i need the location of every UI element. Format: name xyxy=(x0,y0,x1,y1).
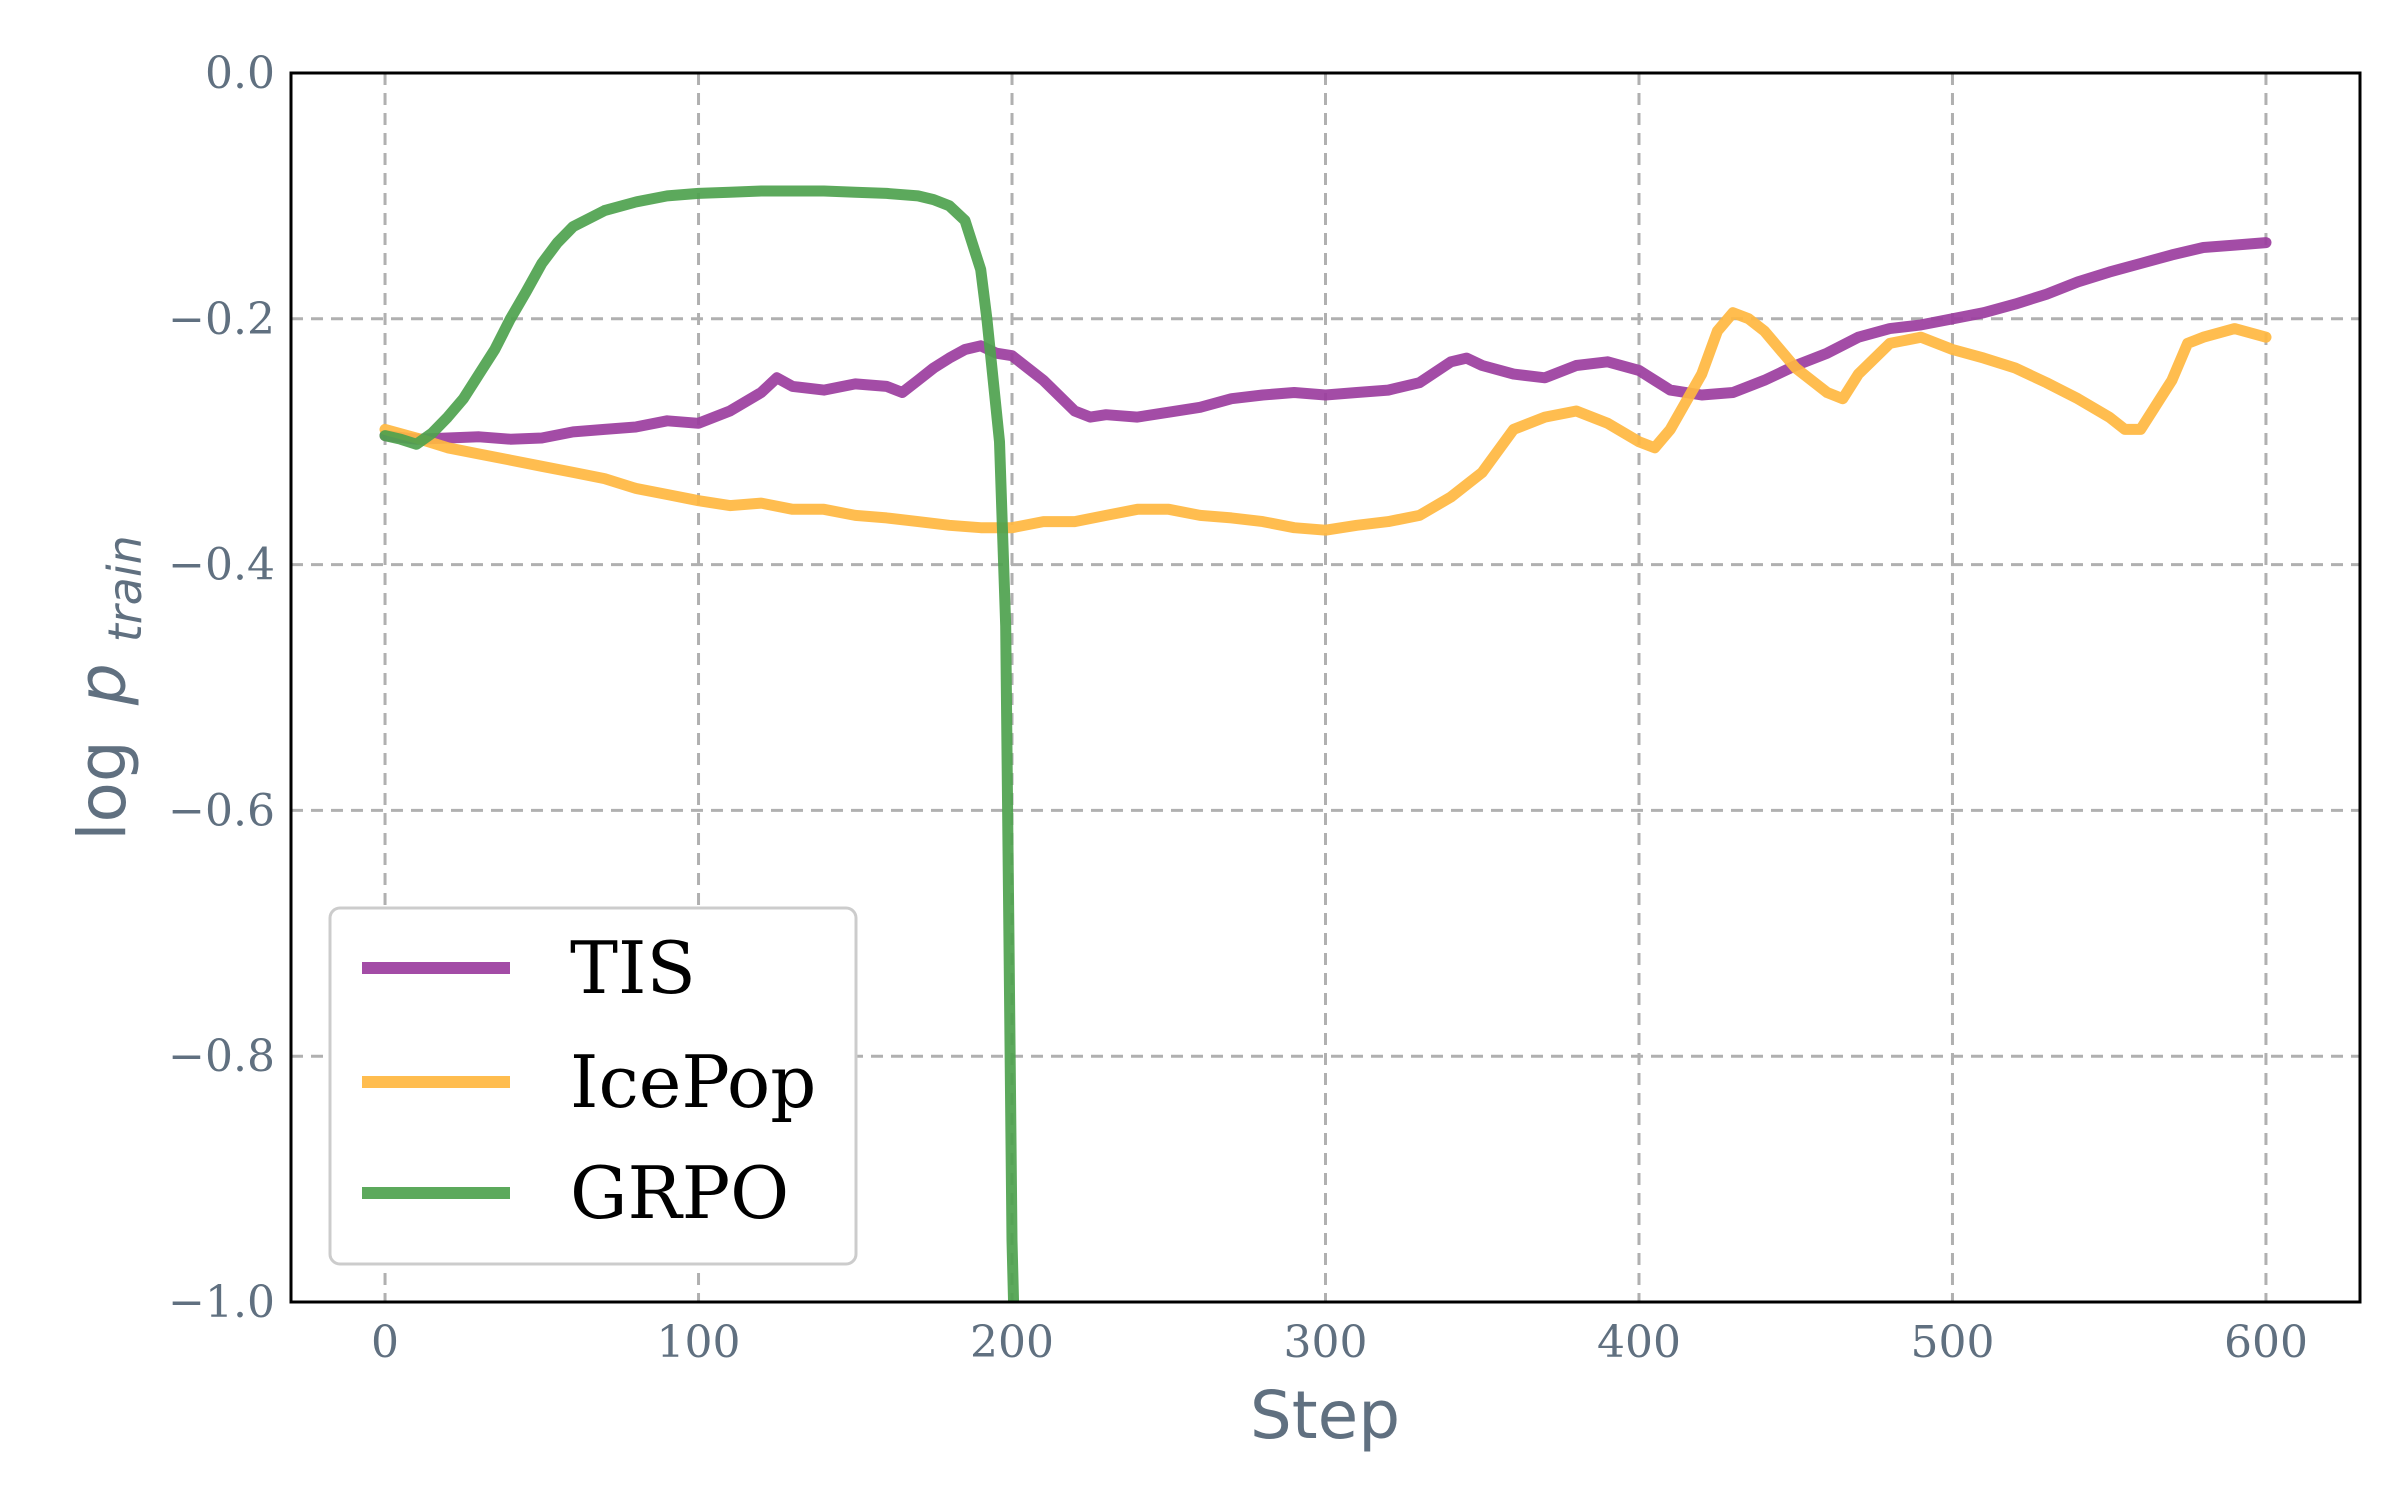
x-tick-label: 0 xyxy=(371,1317,399,1368)
x-tick-labels: 0 100 200 300 400 500 600 xyxy=(371,1317,2308,1368)
y-tick-labels: 0.0 −0.2 −0.4 −0.6 −0.8 −1.0 xyxy=(168,48,275,1328)
legend-label-icepop: IcePop xyxy=(570,1040,816,1124)
x-tick-label: 500 xyxy=(1910,1317,1994,1368)
y-tick-label: −0.2 xyxy=(168,294,275,345)
y-axis-title-sub: train xyxy=(98,535,152,642)
x-tick-label: 100 xyxy=(657,1317,741,1368)
plot-frame xyxy=(289,71,2362,1304)
series-lines xyxy=(379,185,2272,1302)
y-axis-title-var: p xyxy=(64,663,141,706)
legend-box xyxy=(328,906,858,1266)
y-tick-label: −0.8 xyxy=(168,1031,275,1082)
y-axis-title: log p train xyxy=(64,535,152,841)
legend: TIS IcePop GRPO xyxy=(328,906,858,1266)
legend-label-grpo: GRPO xyxy=(570,1151,789,1235)
x-tick-label: 400 xyxy=(1597,1317,1681,1368)
x-tick-label: 300 xyxy=(1284,1317,1368,1368)
y-tick-label: −0.6 xyxy=(168,785,275,836)
x-axis-title: Step xyxy=(1250,1377,1400,1454)
series-line-grpo xyxy=(379,185,1020,1302)
x-tick-label: 600 xyxy=(2224,1317,2308,1368)
y-axis-title-log: log xyxy=(64,740,141,841)
y-tick-label: −1.0 xyxy=(168,1277,275,1328)
legend-label-tis: TIS xyxy=(570,926,696,1010)
series-line-icepop xyxy=(379,307,2272,536)
y-tick-label: −0.4 xyxy=(168,540,275,591)
x-tick-label: 200 xyxy=(970,1317,1054,1368)
y-tick-label: 0.0 xyxy=(205,48,275,99)
series-line-tis xyxy=(379,237,2272,445)
